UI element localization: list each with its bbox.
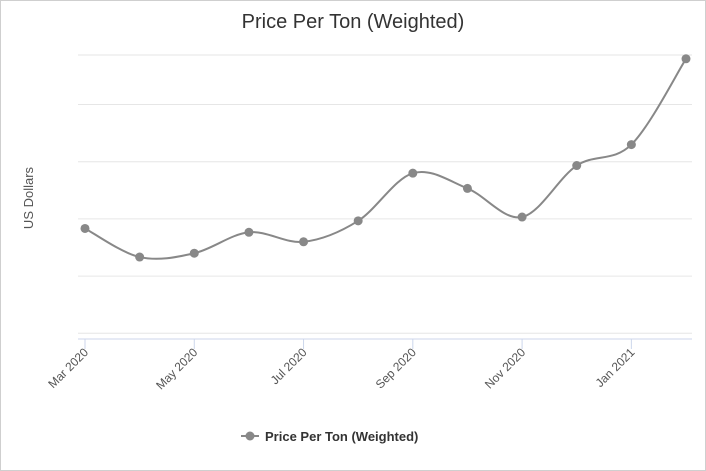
data-point <box>135 252 145 262</box>
x-tick-label: Jan 2021 <box>593 345 638 390</box>
chart-title: Price Per Ton (Weighted) <box>242 11 465 33</box>
data-point <box>408 168 418 178</box>
data-point <box>462 183 472 193</box>
data-point <box>572 161 582 171</box>
x-tick-label: May 2020 <box>153 345 200 392</box>
series-line <box>84 58 687 260</box>
legend[interactable]: Price Per Ton (Weighted) <box>241 429 418 444</box>
data-point <box>353 216 363 226</box>
data-point <box>80 223 90 233</box>
data-point <box>189 248 199 258</box>
grid-lines <box>78 54 692 334</box>
x-tick-label: Mar 2020 <box>45 345 91 391</box>
y-axis-label: US Dollars <box>21 166 36 229</box>
legend-marker-icon <box>245 431 255 441</box>
data-point <box>517 212 527 222</box>
x-tick-label: Sep 2020 <box>373 345 419 391</box>
x-tick-label: Jul 2020 <box>268 345 310 387</box>
x-axis: Mar 2020 May 2020 Jul 2020 Sep 2020 Nov 2020… <box>45 338 692 392</box>
legend-label: Price Per Ton (Weighted) <box>265 429 418 444</box>
data-point <box>681 54 691 64</box>
plot-area <box>80 54 691 262</box>
data-point <box>299 237 309 247</box>
data-point <box>626 140 636 150</box>
data-point <box>244 227 254 237</box>
x-tick-label: Nov 2020 <box>482 345 528 391</box>
